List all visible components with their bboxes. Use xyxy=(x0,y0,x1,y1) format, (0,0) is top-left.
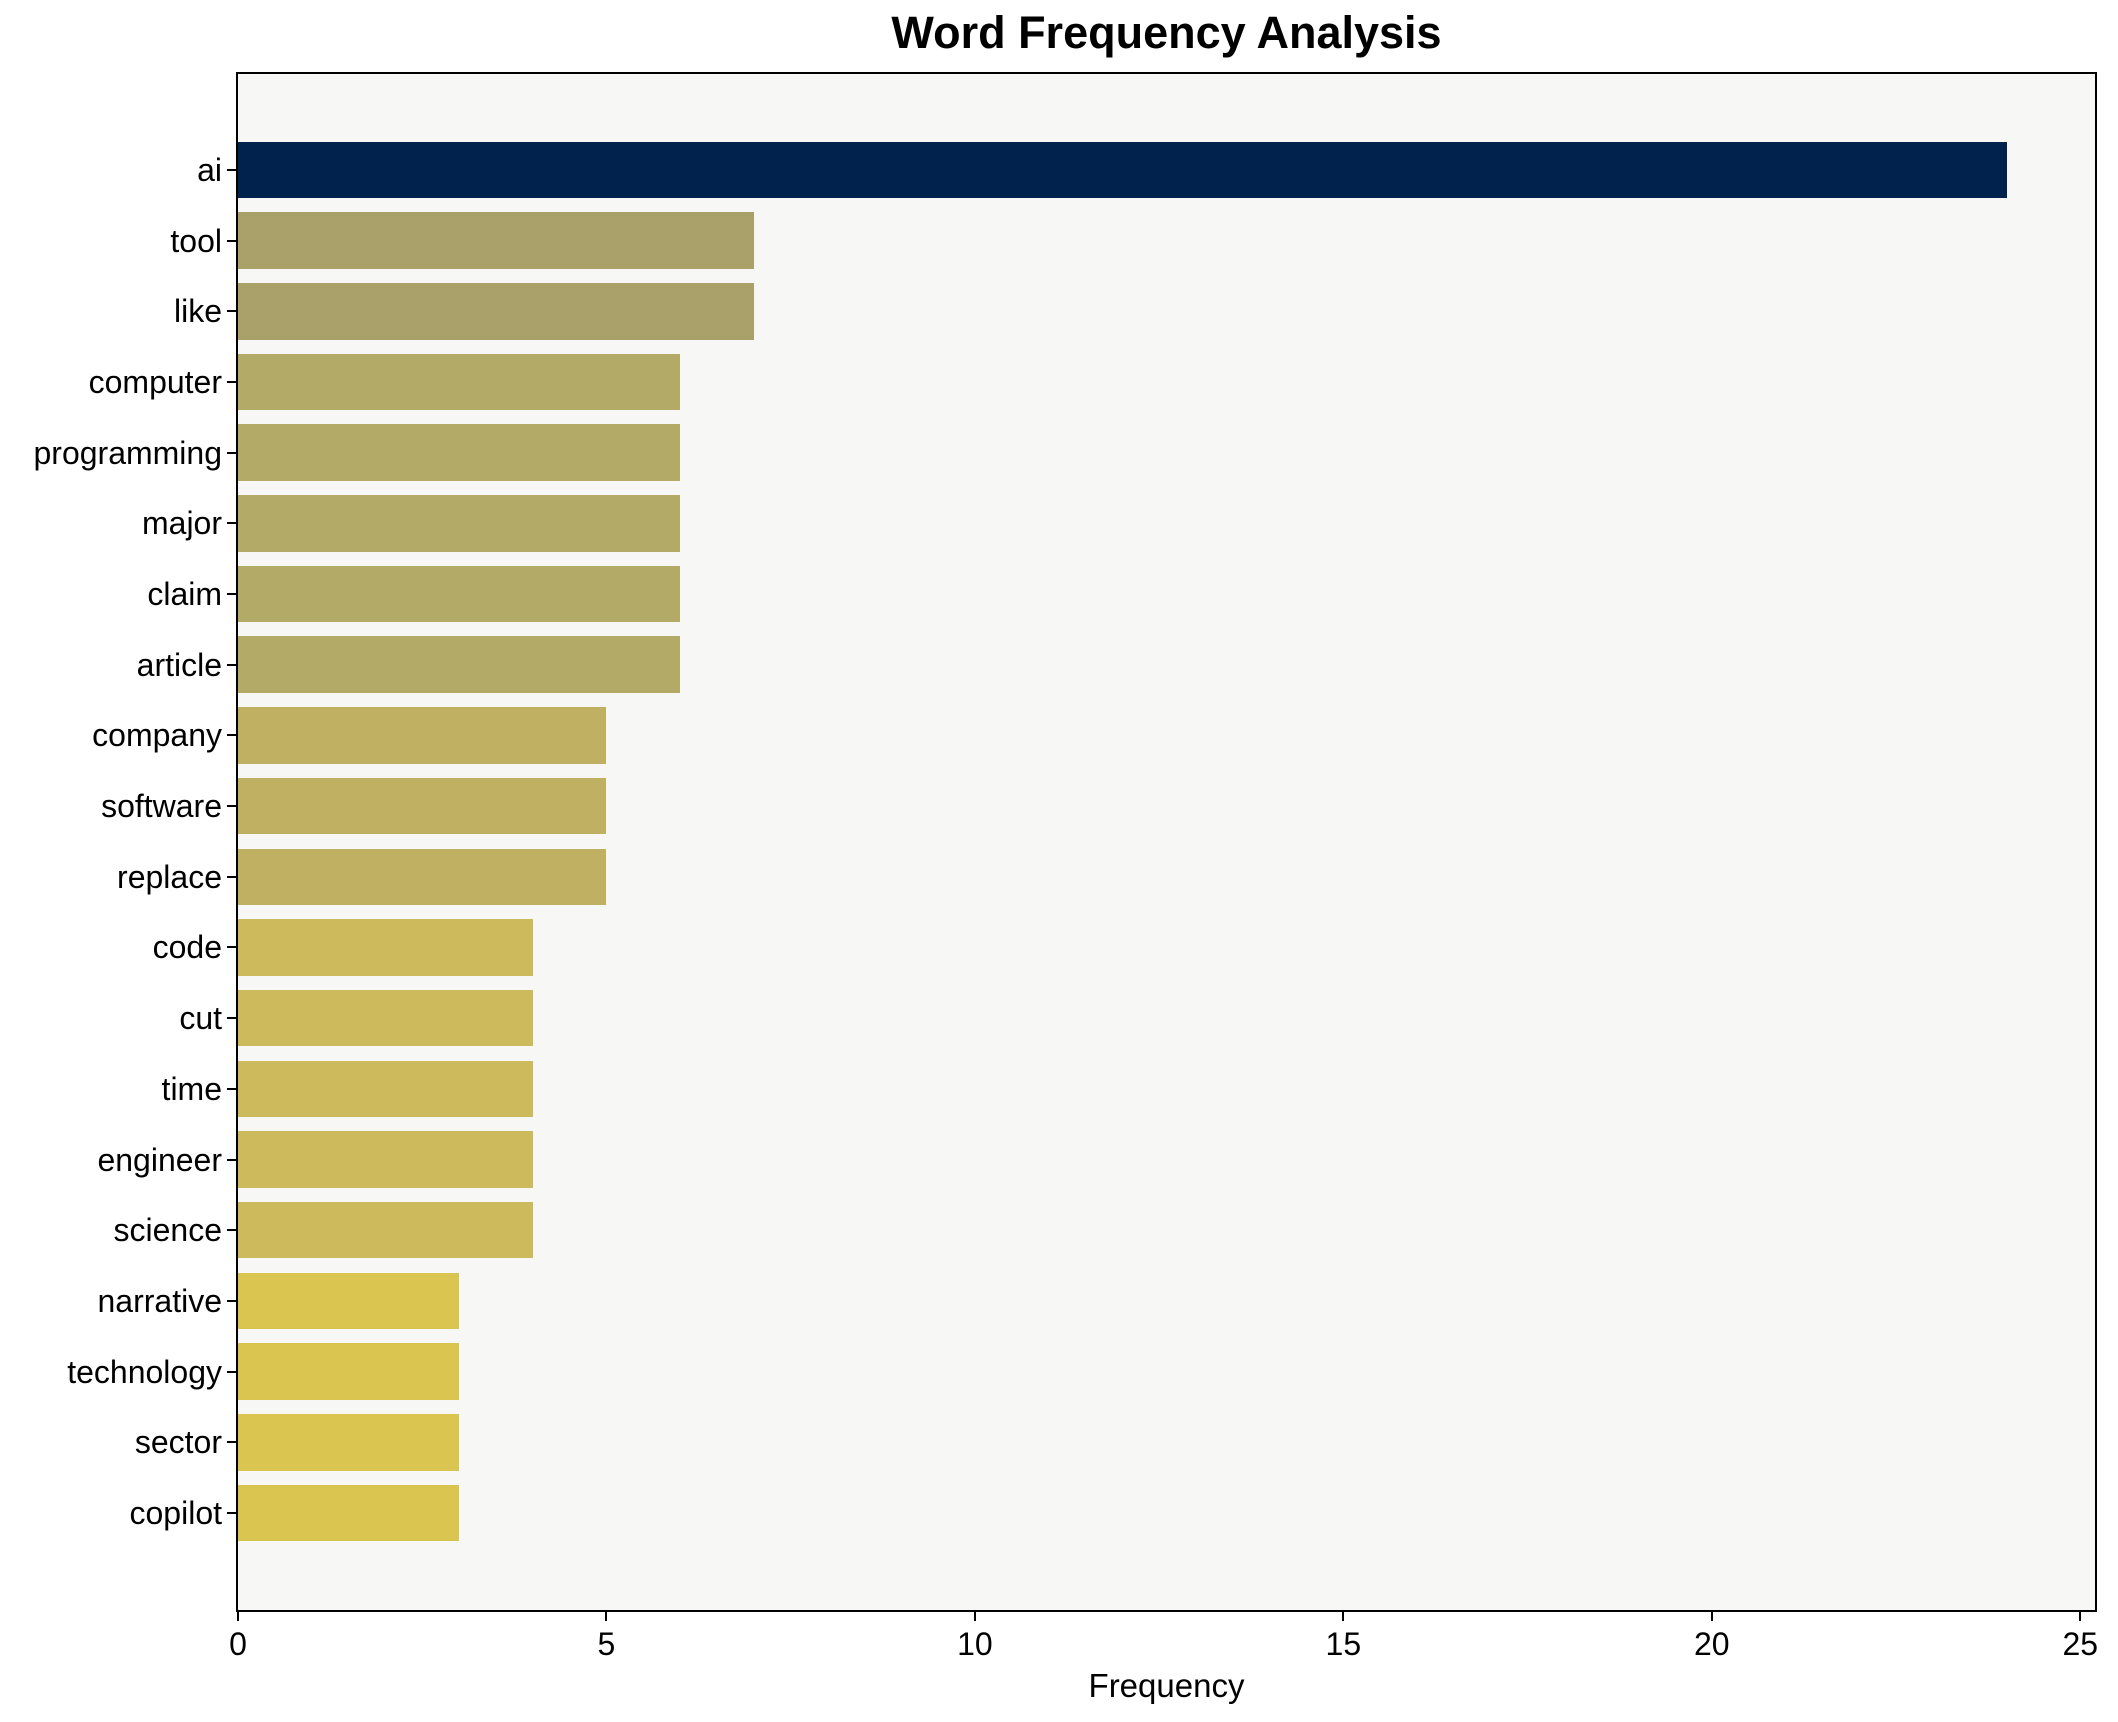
bar-like xyxy=(238,283,754,340)
bar-time xyxy=(238,1060,533,1118)
x-tick-label: 5 xyxy=(597,1626,616,1662)
x-tick-label: 15 xyxy=(1325,1626,1362,1662)
y-tick-label-major: major xyxy=(141,505,222,542)
y-tick-label-technology: technology xyxy=(67,1353,222,1390)
y-tick-mark xyxy=(227,1017,236,1020)
y-tick-label-science: science xyxy=(113,1212,223,1249)
y-tick-mark xyxy=(227,1299,236,1302)
y-tick-mark xyxy=(227,381,236,384)
y-tick-mark xyxy=(227,1441,236,1444)
x-tick-mark xyxy=(1710,1612,1713,1621)
y-tick-label-time: time xyxy=(161,1070,222,1107)
y-tick-mark xyxy=(227,805,236,808)
bar-article xyxy=(238,636,681,694)
x-tick-label: 10 xyxy=(957,1626,993,1662)
x-tick-mark xyxy=(237,1612,239,1621)
y-tick-label-ai: ai xyxy=(197,151,222,188)
y-tick-mark xyxy=(227,310,236,313)
y-tick-label-programming: programming xyxy=(33,434,222,471)
y-tick-mark xyxy=(227,1158,236,1161)
y-tick-label-engineer: engineer xyxy=(97,1141,222,1178)
x-tick-mark xyxy=(605,1612,608,1621)
x-tick-mark xyxy=(2079,1612,2082,1621)
y-tick-label-replace: replace xyxy=(117,858,222,895)
y-tick-mark xyxy=(227,593,236,596)
y-tick-mark xyxy=(227,1229,236,1232)
bar-major xyxy=(238,495,681,552)
y-tick-mark xyxy=(227,734,236,737)
bar-technology xyxy=(238,1343,460,1400)
bar-narrative xyxy=(238,1272,460,1330)
bar-copilot xyxy=(238,1484,460,1542)
bar-replace xyxy=(238,848,607,906)
y-tick-label-cut: cut xyxy=(179,1000,222,1037)
bar-sector xyxy=(238,1413,460,1471)
x-tick-mark xyxy=(973,1612,976,1621)
bar-engineer xyxy=(238,1131,533,1188)
y-tick-label-copilot: copilot xyxy=(129,1494,223,1531)
x-tick-label: 0 xyxy=(229,1626,247,1662)
bar-code xyxy=(238,919,533,976)
y-tick-label-computer: computer xyxy=(88,364,222,401)
y-tick-label-claim: claim xyxy=(147,576,222,613)
y-tick-label-narrative: narrative xyxy=(97,1282,223,1319)
bar-ai xyxy=(238,141,2007,199)
y-tick-mark xyxy=(227,1511,236,1514)
bar-science xyxy=(238,1201,533,1259)
bar-software xyxy=(238,777,607,835)
y-tick-mark xyxy=(227,1087,236,1090)
y-tick-label-code: code xyxy=(152,929,222,966)
y-tick-mark xyxy=(227,169,236,171)
y-tick-mark xyxy=(227,875,236,878)
y-tick-label-sector: sector xyxy=(134,1424,222,1461)
y-tick-mark xyxy=(227,451,236,454)
y-tick-mark xyxy=(227,522,236,525)
x-axis-title: Frequency xyxy=(1088,1667,1245,1704)
y-tick-mark xyxy=(227,1370,236,1373)
y-tick-label-software: software xyxy=(101,788,222,825)
y-tick-mark xyxy=(227,239,236,242)
y-tick-label-article: article xyxy=(136,646,222,683)
bar-tool xyxy=(238,212,754,269)
bar-cut xyxy=(238,989,533,1047)
x-tick-label: 20 xyxy=(1694,1626,1730,1662)
bar-computer xyxy=(238,353,681,411)
y-tick-mark xyxy=(227,946,236,949)
bar-company xyxy=(238,707,607,764)
y-tick-label-like: like xyxy=(173,293,222,330)
bar-programming xyxy=(238,424,681,481)
y-tick-mark xyxy=(227,663,236,666)
bar-claim xyxy=(238,565,681,623)
y-tick-label-company: company xyxy=(92,717,222,754)
chart-title: Word Frequency Analysis xyxy=(891,7,1442,58)
x-tick-label: 25 xyxy=(2062,1626,2099,1662)
x-tick-mark xyxy=(1342,1612,1345,1621)
plot-area xyxy=(236,72,2097,1612)
y-tick-label-tool: tool xyxy=(170,222,222,259)
